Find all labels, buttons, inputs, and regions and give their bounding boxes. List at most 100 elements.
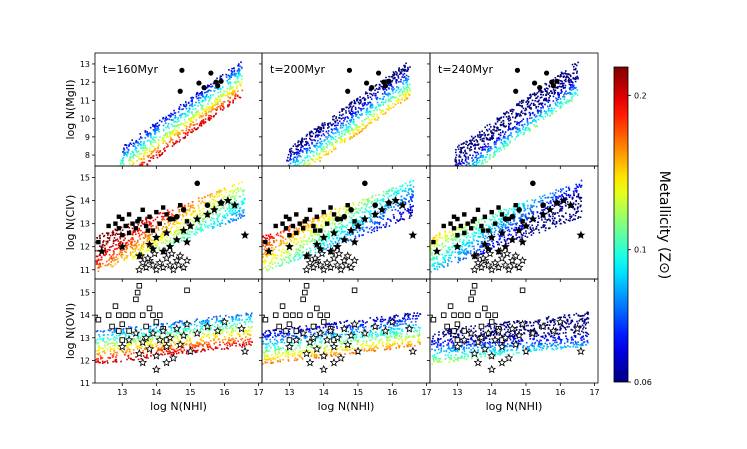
obs-star	[175, 251, 185, 260]
sim-point	[216, 218, 218, 220]
sim-point	[388, 84, 390, 86]
sim-point	[567, 80, 570, 82]
sim-point	[228, 91, 231, 94]
sim-point	[193, 115, 195, 117]
sim-point	[352, 112, 355, 114]
sim-point	[280, 254, 283, 257]
sim-point	[530, 102, 533, 105]
sim-point	[352, 231, 355, 233]
sim-point	[465, 140, 467, 143]
sim-point	[133, 240, 136, 243]
sim-point	[500, 121, 503, 124]
sim-point	[272, 236, 274, 239]
sim-point	[145, 216, 147, 219]
sim-point	[319, 131, 322, 133]
sim-point	[329, 223, 331, 225]
sim-point	[349, 211, 351, 214]
sim-point	[455, 160, 457, 163]
sim-point	[343, 129, 345, 132]
sim-point	[177, 134, 179, 137]
sim-point	[457, 176, 459, 178]
sim-point	[321, 124, 324, 127]
sim-point	[322, 146, 325, 148]
sim-point	[222, 103, 224, 105]
sim-point	[514, 222, 517, 225]
sim-point	[330, 138, 333, 140]
sim-point	[408, 200, 410, 202]
obs-square	[300, 226, 306, 231]
sim-point	[547, 105, 549, 108]
sim-point	[522, 205, 525, 208]
sim-point	[363, 96, 365, 99]
sim-point	[272, 263, 274, 265]
sim-point	[373, 230, 376, 233]
sim-point	[230, 72, 233, 75]
sim-point	[147, 134, 150, 136]
sim-point	[166, 236, 168, 239]
sim-point	[340, 114, 343, 117]
sim-point	[328, 215, 331, 217]
sim-point	[354, 112, 356, 114]
sim-point	[302, 246, 305, 249]
sim-point	[486, 137, 489, 140]
sim-point	[234, 94, 237, 96]
sim-point	[190, 214, 193, 216]
sim-point	[370, 202, 373, 204]
sim-point	[140, 246, 142, 249]
sim-point	[192, 210, 194, 212]
sim-point	[156, 150, 159, 152]
sim-point	[297, 163, 299, 166]
sim-point	[128, 159, 130, 162]
sim-point	[299, 150, 301, 152]
sim-point	[225, 76, 228, 78]
sim-point	[162, 137, 165, 139]
sim-point	[220, 208, 222, 210]
sim-point	[148, 238, 150, 241]
sim-point	[318, 218, 320, 221]
sim-point	[498, 133, 500, 136]
sim-point	[135, 244, 138, 247]
sim-point	[523, 132, 525, 134]
sim-point	[378, 222, 380, 224]
sim-point	[352, 233, 354, 236]
sim-point	[505, 116, 508, 118]
sim-point	[576, 72, 578, 74]
sim-point	[574, 93, 576, 95]
sim-point	[280, 258, 282, 260]
sim-point	[358, 234, 360, 236]
sim-point	[323, 242, 325, 244]
sim-point	[390, 100, 392, 103]
sim-point	[160, 120, 163, 123]
sim-point	[382, 218, 384, 220]
obs-square	[287, 232, 292, 238]
sim-point	[140, 143, 142, 146]
sim-point	[572, 66, 575, 68]
sim-point	[158, 151, 160, 154]
sim-point	[491, 132, 493, 135]
sim-point	[147, 155, 150, 157]
sim-point	[499, 238, 501, 240]
sim-point	[408, 217, 411, 219]
sim-point	[562, 95, 564, 98]
sim-point	[483, 252, 486, 254]
sim-point	[114, 228, 116, 231]
sim-point	[166, 118, 169, 120]
sim-point	[402, 74, 404, 76]
sim-point	[498, 119, 501, 121]
sim-point	[526, 124, 529, 127]
sim-point	[165, 126, 167, 129]
sim-point	[215, 112, 217, 115]
sim-point	[409, 184, 411, 187]
sim-point	[405, 94, 407, 97]
sim-point	[564, 72, 566, 74]
sim-point	[486, 245, 488, 248]
sim-point	[215, 98, 218, 100]
sim-point	[523, 232, 525, 234]
sim-point	[354, 111, 357, 114]
sim-point	[316, 158, 318, 160]
sim-point	[339, 141, 342, 143]
sim-point	[160, 139, 163, 142]
sim-point	[384, 88, 387, 90]
sim-point	[156, 129, 158, 131]
sim-point	[357, 126, 360, 129]
